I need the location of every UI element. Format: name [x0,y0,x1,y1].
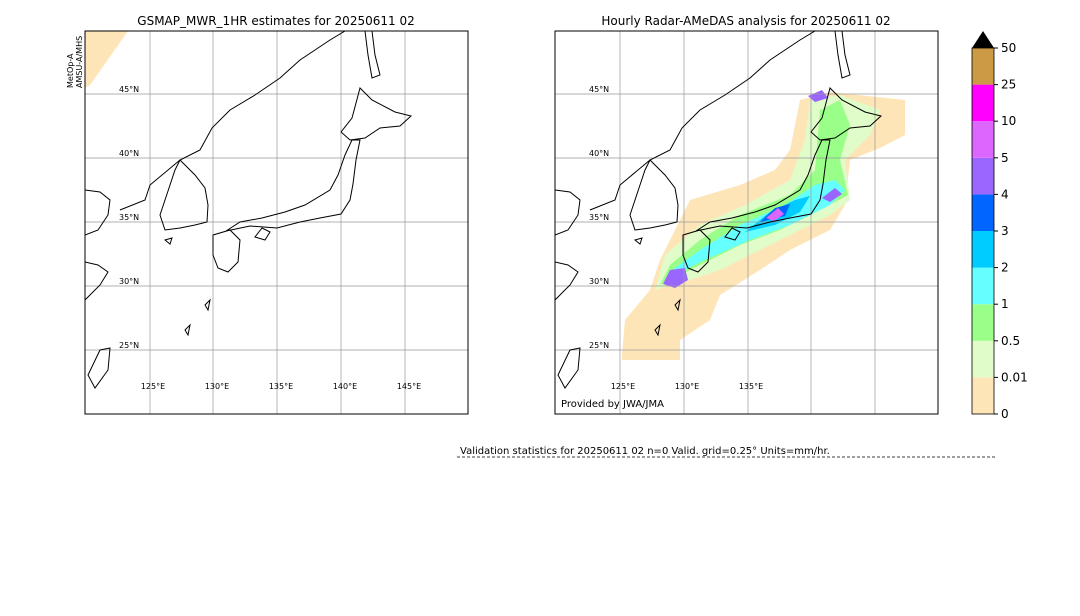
lat-label: 25°N [589,341,609,350]
lon-label: 130°E [205,382,229,391]
rain-area [822,188,842,202]
colorbar-label: 50 [1001,41,1016,55]
colorbar-segment [972,304,994,341]
lat-label: 25°N [119,341,139,350]
rain-area [663,268,688,288]
rain-area [660,100,850,285]
map-title: GSMAP_MWR_1HR estimates for 20250611 02 [137,14,414,28]
right-map [555,31,938,414]
lon-label: 125°E [141,382,165,391]
colorbar-label: 0.5 [1001,334,1020,348]
lat-label: 40°N [119,149,139,158]
validation-text: Validation statistics for 20250611 02 n=… [460,446,830,457]
lon-label: 140°E [333,382,357,391]
colorbar: 0 0.01 0.5 1 2 3 4 5 10 25 50 [972,41,1028,421]
lon-labels: 125°E 130°E 135°E [611,382,763,391]
lat-label: 30°N [119,277,139,286]
lon-labels: 125°E 130°E 135°E 140°E 145°E [141,382,421,391]
colorbar-frame [971,47,995,415]
lat-labels: 45°N 40°N 35°N 30°N 25°N [589,85,609,350]
colorbar-segment [972,194,994,231]
graticule [555,31,938,414]
colorbar-label: 2 [1001,261,1009,275]
colorbar-label: 0.01 [1001,370,1028,384]
graticule [85,31,468,414]
left-map [85,31,468,414]
colorbar-segment [972,84,994,122]
map-frame [84,30,469,415]
lat-label: 30°N [589,277,609,286]
lat-label: 40°N [589,149,609,158]
rain-area [808,90,828,102]
colorbar-label: 4 [1001,187,1009,201]
side-label: MetOp-A [66,53,75,88]
colorbar-label: 1 [1001,297,1009,311]
lat-labels: 45°N 40°N 35°N 30°N 25°N [119,85,139,350]
map-frame [554,30,939,415]
rain-area [85,31,128,88]
rain-area [766,208,784,221]
lat-label: 45°N [589,85,609,94]
lon-label: 135°E [739,382,763,391]
colorbar-label: 10 [1001,114,1016,128]
colorbar-segment [972,121,994,158]
colorbar-segment [972,157,994,195]
lon-label: 145°E [397,382,421,391]
colorbar-segment [972,340,994,378]
colorbar-label: 0 [1001,407,1009,421]
colorbar-segment [972,231,994,268]
map-title: Hourly Radar-AMeDAS analysis for 2025061… [601,14,890,28]
side-label: AMSU-A/MHS [75,36,84,88]
colorbar-segment [972,267,994,305]
lon-label: 125°E [611,382,635,391]
colorbar-segment [972,377,994,414]
lat-label: 35°N [119,213,139,222]
lon-label: 135°E [269,382,293,391]
lat-label: 35°N [589,213,609,222]
credit: Provided by JWA/JMA [561,399,664,410]
lon-label: 130°E [675,382,699,391]
colorbar-segment [972,48,994,85]
colorbar-extend [972,31,994,48]
colorbar-label: 25 [1001,78,1016,92]
colorbar-label: 5 [1001,151,1009,165]
lat-label: 45°N [119,85,139,94]
colorbar-label: 3 [1001,224,1009,238]
